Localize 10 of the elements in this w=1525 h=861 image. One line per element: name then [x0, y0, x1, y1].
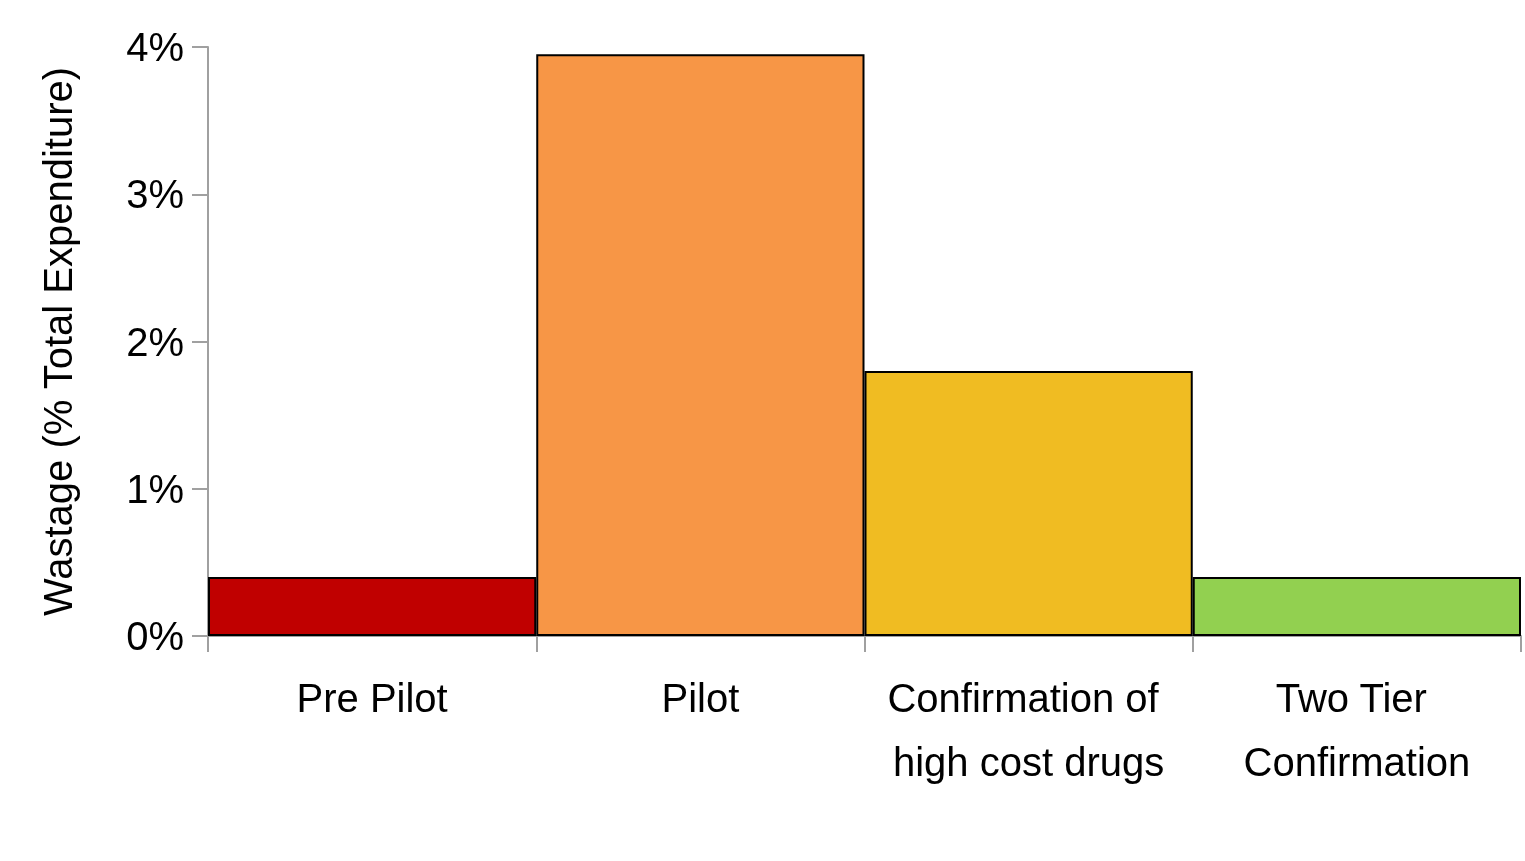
x-tick-label: Two Tier Confirmation: [1243, 676, 1471, 784]
y-axis-title: Wastage (% Total Expenditure): [36, 66, 80, 617]
x-tick-label: Confirmation of high cost drugs: [887, 676, 1170, 784]
y-tick-label: 4%: [126, 25, 184, 69]
x-tick-label: Pilot: [661, 676, 740, 720]
y-tick-label: 3%: [126, 172, 184, 217]
y-tick-label: 2%: [126, 319, 184, 364]
y-tick-label: 0%: [126, 614, 184, 658]
y-tick-label: 1%: [126, 466, 184, 511]
x-tick-label: Pre Pilot: [296, 676, 448, 720]
